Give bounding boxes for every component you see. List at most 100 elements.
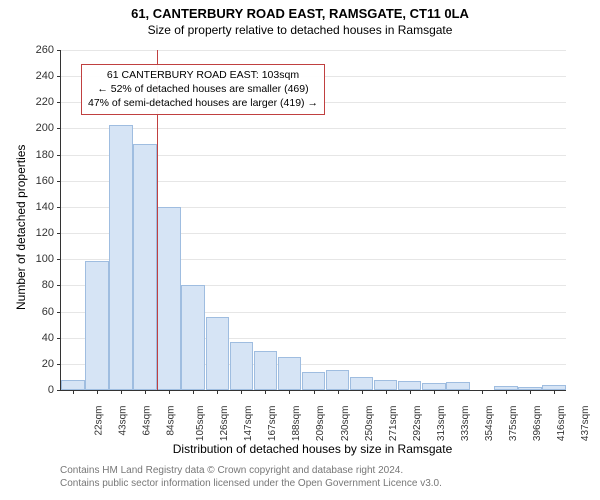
xtick-label: 271sqm	[388, 406, 399, 442]
ytick-mark	[57, 364, 61, 365]
xtick-label: 43sqm	[118, 406, 129, 436]
ytick-label: 20	[0, 358, 54, 370]
x-axis-label: Distribution of detached houses by size …	[60, 442, 565, 456]
ytick-label: 200	[0, 122, 54, 134]
ytick-label: 240	[0, 70, 54, 82]
ytick-label: 120	[0, 227, 54, 239]
xtick-label: 396sqm	[532, 406, 543, 442]
ytick-mark	[57, 128, 61, 129]
xtick-mark	[314, 390, 315, 394]
histogram-bar	[254, 351, 278, 390]
xtick-mark	[145, 390, 146, 394]
ytick-mark	[57, 50, 61, 51]
xtick-label: 167sqm	[267, 406, 278, 442]
ytick-label: 100	[0, 253, 54, 265]
histogram-bar	[181, 285, 205, 390]
attribution-line2: Contains public sector information licen…	[60, 477, 442, 490]
ytick-mark	[57, 233, 61, 234]
xtick-label: 84sqm	[166, 406, 177, 436]
chart-container: 61, CANTERBURY ROAD EAST, RAMSGATE, CT11…	[0, 0, 600, 500]
histogram-bar	[109, 125, 133, 390]
histogram-bar	[133, 144, 157, 390]
xtick-label: 188sqm	[291, 406, 302, 442]
attribution-line1: Contains HM Land Registry data © Crown c…	[60, 464, 442, 477]
xtick-mark	[289, 390, 290, 394]
histogram-bar	[374, 380, 398, 390]
xtick-label: 22sqm	[94, 406, 105, 436]
ytick-mark	[57, 155, 61, 156]
ytick-label: 40	[0, 332, 54, 344]
annotation-line: 47% of semi-detached houses are larger (…	[88, 96, 318, 110]
histogram-bar	[398, 381, 422, 390]
histogram-bar	[157, 207, 181, 390]
histogram-bar	[326, 370, 350, 390]
xtick-label: 250sqm	[364, 406, 375, 442]
ytick-mark	[57, 390, 61, 391]
xtick-label: 313sqm	[436, 406, 447, 442]
xtick-label: 64sqm	[142, 406, 153, 436]
xtick-mark	[73, 390, 74, 394]
xtick-label: 416sqm	[556, 406, 567, 442]
histogram-bar	[230, 342, 254, 390]
ytick-mark	[57, 338, 61, 339]
xtick-label: 209sqm	[316, 406, 327, 442]
histogram-bar	[302, 372, 326, 390]
ytick-label: 180	[0, 149, 54, 161]
xtick-label: 375sqm	[508, 406, 519, 442]
xtick-mark	[386, 390, 387, 394]
xtick-mark	[530, 390, 531, 394]
xtick-label: 354sqm	[484, 406, 495, 442]
xtick-mark	[97, 390, 98, 394]
xtick-label: 333sqm	[460, 406, 471, 442]
annotation-line: ← 52% of detached houses are smaller (46…	[88, 82, 318, 96]
histogram-bar	[350, 377, 374, 390]
ytick-label: 140	[0, 201, 54, 213]
xtick-mark	[241, 390, 242, 394]
annotation-box: 61 CANTERBURY ROAD EAST: 103sqm← 52% of …	[81, 64, 325, 115]
annotation-line: 61 CANTERBURY ROAD EAST: 103sqm	[88, 68, 318, 82]
ytick-mark	[57, 285, 61, 286]
xtick-label: 230sqm	[340, 406, 351, 442]
xtick-mark	[482, 390, 483, 394]
xtick-mark	[362, 390, 363, 394]
xtick-mark	[410, 390, 411, 394]
xtick-label: 147sqm	[243, 406, 254, 442]
xtick-label: 292sqm	[412, 406, 423, 442]
xtick-label: 126sqm	[219, 406, 230, 442]
histogram-bar	[278, 357, 302, 390]
ytick-mark	[57, 312, 61, 313]
ytick-label: 220	[0, 96, 54, 108]
histogram-bar	[206, 317, 230, 390]
xtick-mark	[265, 390, 266, 394]
xtick-label: 105sqm	[195, 406, 206, 442]
ytick-label: 0	[0, 384, 54, 396]
ytick-label: 160	[0, 175, 54, 187]
ytick-label: 80	[0, 279, 54, 291]
histogram-bar	[85, 261, 109, 390]
ytick-mark	[57, 102, 61, 103]
gridline	[61, 128, 566, 129]
ytick-label: 260	[0, 44, 54, 56]
xtick-mark	[217, 390, 218, 394]
ytick-mark	[57, 259, 61, 260]
xtick-mark	[121, 390, 122, 394]
page-subtitle: Size of property relative to detached ho…	[0, 21, 600, 37]
page-title: 61, CANTERBURY ROAD EAST, RAMSGATE, CT11…	[0, 0, 600, 21]
xtick-mark	[338, 390, 339, 394]
xtick-mark	[434, 390, 435, 394]
histogram-bar	[446, 382, 470, 390]
xtick-mark	[506, 390, 507, 394]
xtick-mark	[169, 390, 170, 394]
gridline	[61, 50, 566, 51]
ytick-mark	[57, 181, 61, 182]
plot-area: 61 CANTERBURY ROAD EAST: 103sqm← 52% of …	[60, 50, 566, 391]
xtick-mark	[458, 390, 459, 394]
attribution: Contains HM Land Registry data © Crown c…	[60, 464, 442, 490]
xtick-mark	[554, 390, 555, 394]
ytick-label: 60	[0, 306, 54, 318]
histogram-bar	[61, 380, 85, 390]
ytick-mark	[57, 76, 61, 77]
ytick-mark	[57, 207, 61, 208]
xtick-mark	[193, 390, 194, 394]
xtick-label: 437sqm	[580, 406, 591, 442]
